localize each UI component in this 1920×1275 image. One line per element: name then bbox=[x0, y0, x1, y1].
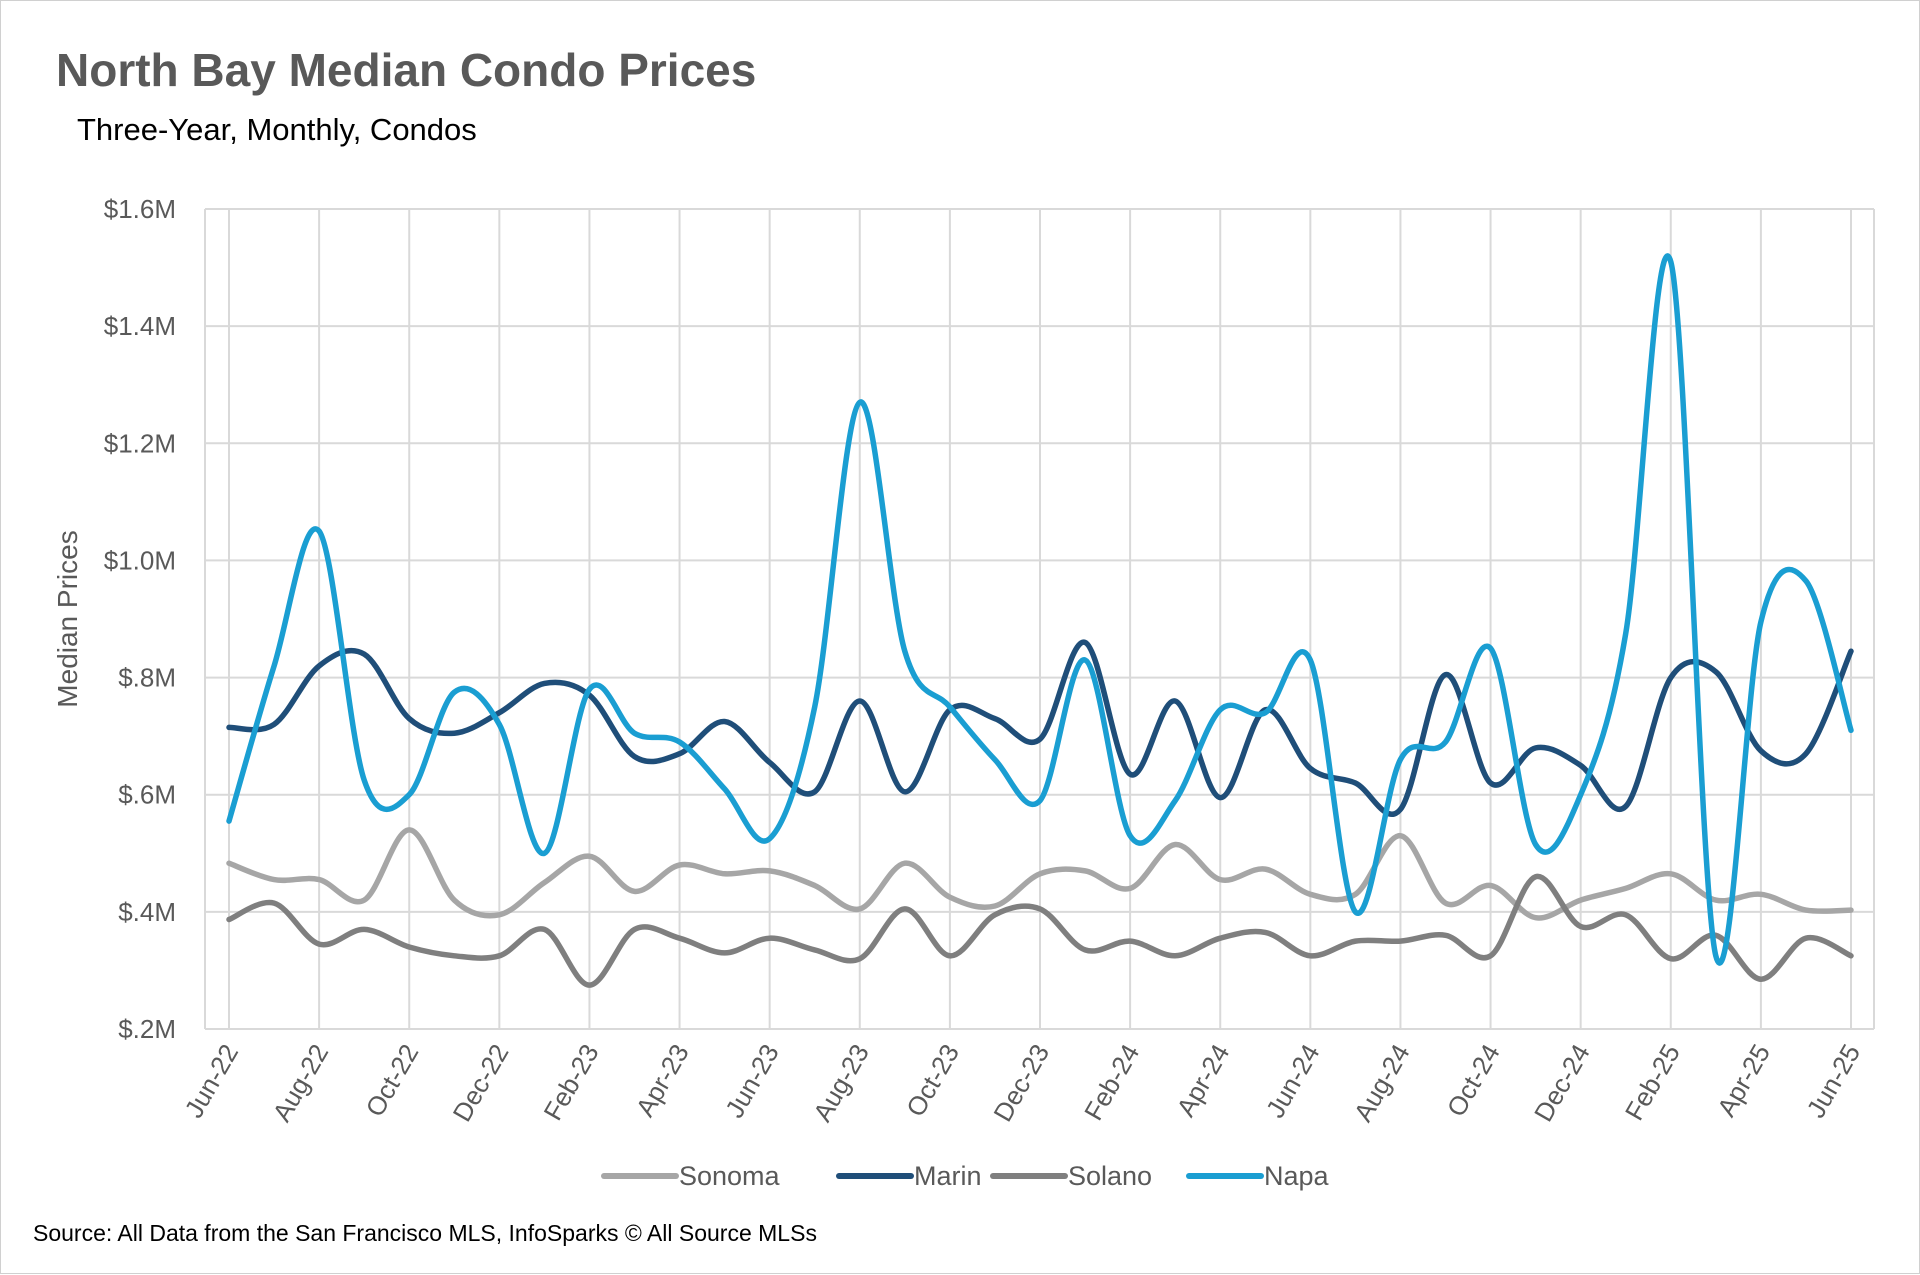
x-tick-label: Apr-25 bbox=[1711, 1039, 1776, 1122]
x-tick-label: Dec-22 bbox=[447, 1039, 515, 1127]
y-tick-label: $.2M bbox=[118, 1014, 176, 1044]
series-line-sonoma bbox=[226, 827, 1854, 921]
y-axis-title: Median Prices bbox=[52, 530, 83, 707]
vertical-gridlines bbox=[204, 209, 1875, 1029]
y-tick-label: $1.6M bbox=[104, 194, 176, 224]
x-tick-label: Jun-25 bbox=[1800, 1039, 1866, 1123]
x-tick-label: Jun-22 bbox=[178, 1039, 244, 1123]
chart-subtitle: Three-Year, Monthly, Condos bbox=[77, 112, 477, 147]
y-tick-label: $.8M bbox=[118, 663, 176, 693]
legend: Sonoma Marin Solano Napa bbox=[601, 1161, 1330, 1191]
x-tick-label: Apr-23 bbox=[630, 1039, 695, 1122]
chart-title: North Bay Median Condo Prices bbox=[56, 44, 756, 96]
series-lines bbox=[226, 253, 1854, 988]
source-note: Source: All Data from the San Francisco … bbox=[33, 1220, 817, 1246]
x-axis-tick-labels: Jun-22 Aug-22 Oct-22 Dec-22 Feb-23 Apr-23 Jun-… bbox=[178, 1039, 1866, 1127]
x-tick-label: Feb-23 bbox=[537, 1039, 604, 1125]
x-tick-label: Apr-24 bbox=[1170, 1039, 1235, 1122]
y-tick-label: $.6M bbox=[118, 780, 176, 810]
legend-label-sonoma: Sonoma bbox=[679, 1161, 781, 1191]
x-tick-label: Oct-24 bbox=[1441, 1039, 1506, 1122]
series-line-solano bbox=[226, 873, 1854, 988]
legend-label-marin: Marin bbox=[914, 1161, 982, 1191]
x-tick-label: Dec-24 bbox=[1528, 1039, 1596, 1127]
y-tick-label: $1.0M bbox=[104, 545, 176, 575]
x-tick-label: Feb-24 bbox=[1078, 1039, 1145, 1125]
x-tick-label: Jun-24 bbox=[1260, 1039, 1326, 1123]
x-tick-label: Aug-23 bbox=[807, 1039, 875, 1127]
series-line-napa bbox=[226, 253, 1854, 966]
y-tick-label: $1.4M bbox=[104, 311, 176, 341]
series-line-marin bbox=[226, 639, 1854, 817]
legend-label-solano: Solano bbox=[1068, 1161, 1152, 1191]
x-tick-label: Aug-24 bbox=[1348, 1039, 1416, 1127]
x-tick-label: Oct-23 bbox=[900, 1039, 965, 1122]
y-tick-label: $1.2M bbox=[104, 428, 176, 458]
x-tick-label: Feb-25 bbox=[1619, 1039, 1686, 1125]
horizontal-gridlines bbox=[205, 208, 1874, 1030]
legend-label-napa: Napa bbox=[1264, 1161, 1330, 1191]
x-tick-label: Aug-22 bbox=[266, 1039, 334, 1127]
y-tick-label: $.4M bbox=[118, 897, 176, 927]
x-tick-label: Oct-22 bbox=[359, 1039, 424, 1122]
x-tick-label: Jun-23 bbox=[719, 1039, 785, 1123]
x-tick-label: Dec-23 bbox=[987, 1039, 1055, 1127]
y-axis-tick-labels: $.2M $.4M $.6M $.8M $1.0M $1.2M $1.4M $1.6M bbox=[104, 194, 176, 1044]
